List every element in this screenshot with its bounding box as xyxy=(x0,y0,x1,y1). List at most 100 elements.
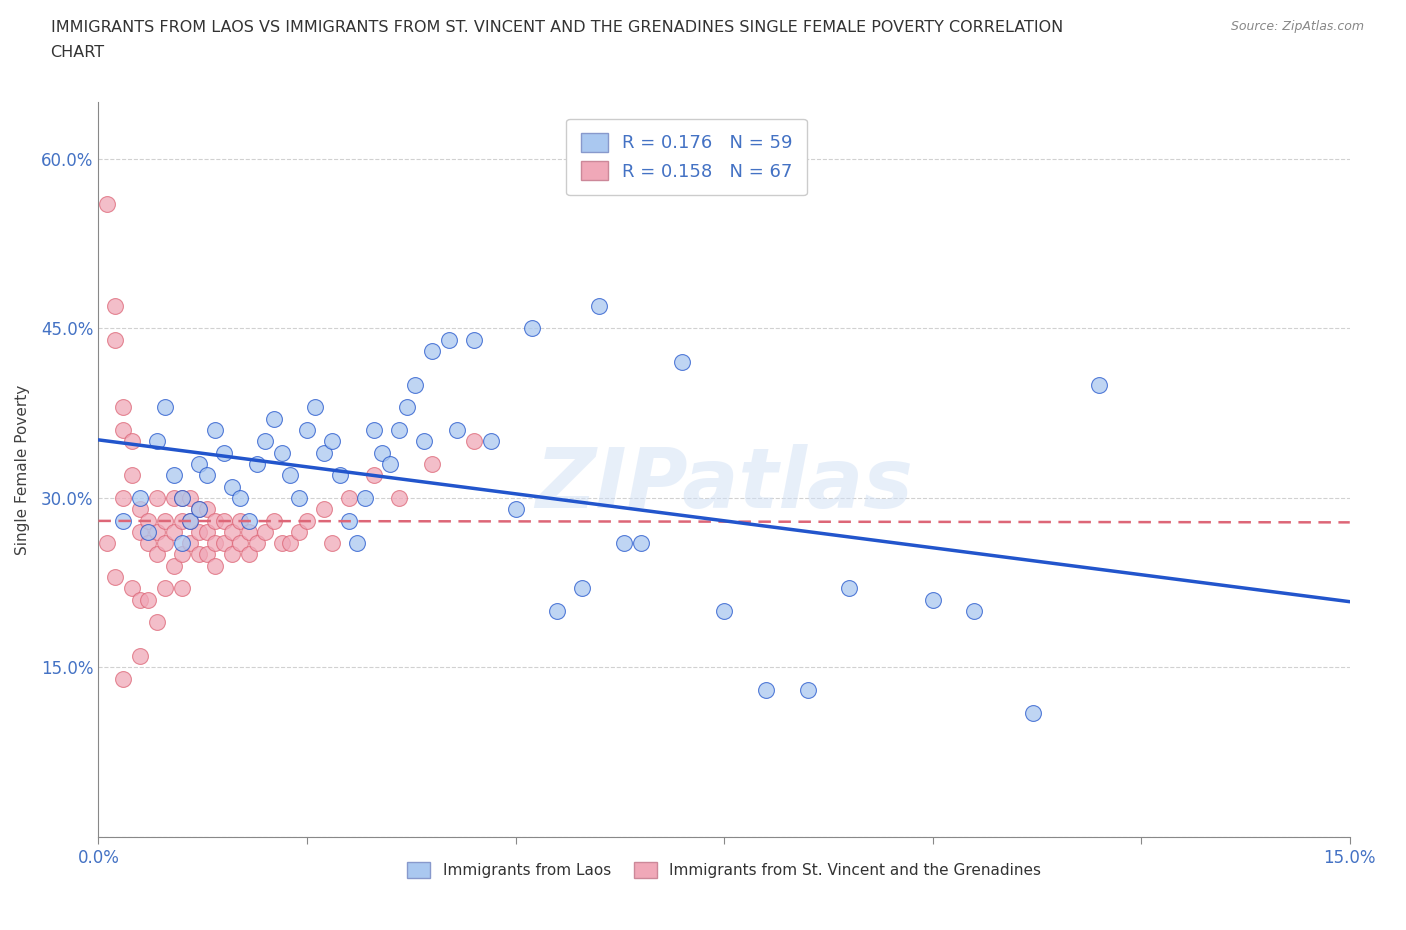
Point xyxy=(420,457,443,472)
Point xyxy=(162,468,184,483)
Point xyxy=(921,592,943,607)
Point xyxy=(129,490,152,505)
Point xyxy=(153,513,176,528)
Point xyxy=(321,434,343,449)
Point xyxy=(713,604,735,618)
Point xyxy=(346,536,368,551)
Point xyxy=(170,513,193,528)
Point xyxy=(221,525,243,539)
Point xyxy=(571,581,593,596)
Point xyxy=(229,490,252,505)
Point xyxy=(170,581,193,596)
Text: ZIPatlas: ZIPatlas xyxy=(536,444,912,525)
Point xyxy=(146,434,169,449)
Point xyxy=(363,422,385,437)
Point xyxy=(304,400,326,415)
Text: CHART: CHART xyxy=(51,45,104,60)
Point xyxy=(755,683,778,698)
Point xyxy=(129,502,152,517)
Point xyxy=(96,536,118,551)
Point xyxy=(412,434,434,449)
Point xyxy=(463,434,485,449)
Point xyxy=(187,457,209,472)
Point xyxy=(195,547,218,562)
Point xyxy=(204,536,226,551)
Point xyxy=(446,422,468,437)
Point xyxy=(238,513,260,528)
Point xyxy=(238,547,260,562)
Point xyxy=(162,558,184,573)
Point xyxy=(337,513,360,528)
Point xyxy=(179,490,201,505)
Point xyxy=(195,525,218,539)
Point xyxy=(229,513,252,528)
Point xyxy=(278,536,301,551)
Point xyxy=(229,536,252,551)
Point xyxy=(396,400,419,415)
Point xyxy=(371,445,394,460)
Point xyxy=(162,525,184,539)
Point xyxy=(479,434,502,449)
Point xyxy=(238,525,260,539)
Point xyxy=(187,502,209,517)
Point xyxy=(104,569,127,584)
Point xyxy=(204,513,226,528)
Point xyxy=(138,513,160,528)
Point xyxy=(312,445,335,460)
Point xyxy=(437,332,460,347)
Point xyxy=(263,513,285,528)
Point xyxy=(138,592,160,607)
Point xyxy=(246,536,269,551)
Point xyxy=(404,378,426,392)
Point xyxy=(153,581,176,596)
Point xyxy=(129,649,152,664)
Point xyxy=(671,355,693,370)
Point xyxy=(212,513,235,528)
Point xyxy=(295,513,318,528)
Point xyxy=(254,434,277,449)
Point xyxy=(112,422,135,437)
Point xyxy=(112,513,135,528)
Point xyxy=(112,490,135,505)
Point xyxy=(388,422,411,437)
Point xyxy=(337,490,360,505)
Point xyxy=(204,558,226,573)
Point xyxy=(153,400,176,415)
Point xyxy=(146,490,169,505)
Point xyxy=(221,479,243,494)
Point xyxy=(546,604,568,618)
Point xyxy=(380,457,402,472)
Point xyxy=(170,536,193,551)
Point xyxy=(146,547,169,562)
Point xyxy=(271,445,294,460)
Point xyxy=(104,299,127,313)
Point xyxy=(354,490,377,505)
Point xyxy=(170,547,193,562)
Point xyxy=(138,525,160,539)
Point xyxy=(838,581,860,596)
Legend: Immigrants from Laos, Immigrants from St. Vincent and the Grenadines: Immigrants from Laos, Immigrants from St… xyxy=(401,857,1047,884)
Point xyxy=(112,671,135,686)
Point xyxy=(195,502,218,517)
Point xyxy=(796,683,818,698)
Point xyxy=(112,400,135,415)
Point xyxy=(121,468,143,483)
Point xyxy=(420,343,443,358)
Point xyxy=(221,547,243,562)
Point xyxy=(363,468,385,483)
Point xyxy=(170,490,193,505)
Point xyxy=(195,468,218,483)
Point xyxy=(588,299,610,313)
Point xyxy=(522,321,544,336)
Point xyxy=(121,581,143,596)
Point xyxy=(179,536,201,551)
Point xyxy=(121,434,143,449)
Text: Source: ZipAtlas.com: Source: ZipAtlas.com xyxy=(1230,20,1364,33)
Point xyxy=(153,536,176,551)
Point xyxy=(246,457,269,472)
Point xyxy=(278,468,301,483)
Point xyxy=(138,536,160,551)
Point xyxy=(505,502,527,517)
Point xyxy=(204,422,226,437)
Point xyxy=(179,513,201,528)
